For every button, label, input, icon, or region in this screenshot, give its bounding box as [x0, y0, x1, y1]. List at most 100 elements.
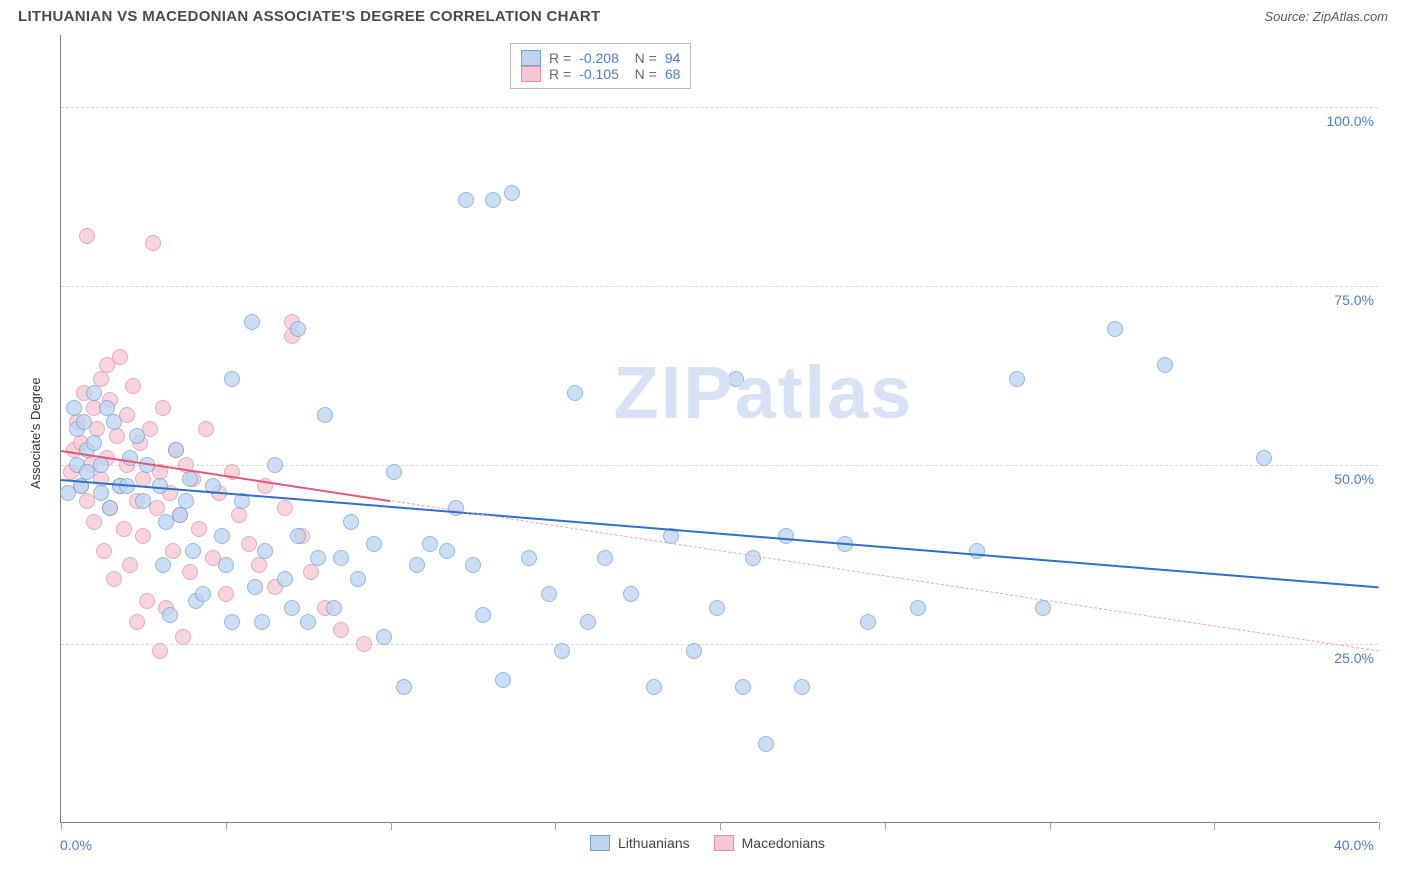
legend-swatch	[521, 66, 541, 82]
data-point	[475, 607, 491, 623]
gridline	[61, 644, 1378, 645]
data-point	[623, 586, 639, 602]
legend-swatch	[714, 835, 734, 851]
data-point	[504, 185, 520, 201]
data-point	[129, 428, 145, 444]
data-point	[422, 536, 438, 552]
data-point	[66, 400, 82, 416]
data-point	[1157, 357, 1173, 373]
data-point	[172, 507, 188, 523]
data-point	[155, 400, 171, 416]
data-point	[152, 643, 168, 659]
x-tick	[61, 822, 62, 830]
data-point	[376, 629, 392, 645]
data-point	[290, 321, 306, 337]
data-point	[241, 536, 257, 552]
y-tick-label: 75.0%	[1314, 292, 1374, 308]
gridline	[61, 286, 1378, 287]
data-point	[224, 371, 240, 387]
data-point	[86, 514, 102, 530]
data-point	[333, 622, 349, 638]
data-point	[155, 557, 171, 573]
data-point	[465, 557, 481, 573]
legend-n-value: 68	[665, 66, 681, 82]
data-point	[333, 550, 349, 566]
data-point	[910, 600, 926, 616]
x-tick	[1214, 822, 1215, 830]
x-tick	[1379, 822, 1380, 830]
legend-series-name: Lithuanians	[618, 835, 690, 851]
data-point	[597, 550, 613, 566]
data-point	[794, 679, 810, 695]
data-point	[214, 528, 230, 544]
data-point	[168, 442, 184, 458]
data-point	[106, 414, 122, 430]
data-point	[409, 557, 425, 573]
data-point	[396, 679, 412, 695]
data-point	[96, 543, 112, 559]
data-point	[356, 636, 372, 652]
data-point	[93, 457, 109, 473]
data-point	[247, 579, 263, 595]
data-point	[458, 192, 474, 208]
data-point	[251, 557, 267, 573]
data-point	[267, 457, 283, 473]
data-point	[646, 679, 662, 695]
legend-n-value: 94	[665, 50, 681, 66]
data-point	[541, 586, 557, 602]
data-point	[244, 314, 260, 330]
data-point	[521, 550, 537, 566]
data-point	[106, 571, 122, 587]
gridline	[61, 107, 1378, 108]
legend-row: R = -0.105 N = 68	[521, 66, 680, 82]
data-point	[116, 521, 132, 537]
data-point	[1009, 371, 1025, 387]
data-point	[129, 614, 145, 630]
gridline	[61, 465, 1378, 466]
data-point	[218, 586, 234, 602]
legend-row: R = -0.208 N = 94	[521, 50, 680, 66]
data-point	[439, 543, 455, 559]
legend-item: Lithuanians	[590, 835, 690, 851]
data-point	[284, 600, 300, 616]
data-point	[257, 543, 273, 559]
y-tick-label: 100.0%	[1314, 113, 1374, 129]
data-point	[93, 485, 109, 501]
data-point	[709, 600, 725, 616]
data-point	[182, 564, 198, 580]
data-point	[86, 435, 102, 451]
data-point	[139, 593, 155, 609]
x-tick	[1050, 822, 1051, 830]
data-point	[76, 414, 92, 430]
data-point	[745, 550, 761, 566]
data-point	[122, 557, 138, 573]
data-point	[485, 192, 501, 208]
data-point	[300, 614, 316, 630]
data-point	[1107, 321, 1123, 337]
data-point	[224, 614, 240, 630]
x-tick-label: 0.0%	[60, 837, 92, 853]
y-tick-label: 50.0%	[1314, 471, 1374, 487]
data-point	[182, 471, 198, 487]
data-point	[386, 464, 402, 480]
data-point	[343, 514, 359, 530]
data-point	[178, 493, 194, 509]
data-point	[198, 421, 214, 437]
legend-r-value: -0.105	[579, 66, 619, 82]
legend-series-name: Macedonians	[742, 835, 825, 851]
data-point	[350, 571, 366, 587]
data-point	[317, 407, 333, 423]
data-point	[778, 528, 794, 544]
data-point	[554, 643, 570, 659]
source-label: Source: ZipAtlas.com	[1264, 9, 1388, 24]
data-point	[185, 543, 201, 559]
data-point	[162, 607, 178, 623]
legend-swatch	[590, 835, 610, 851]
x-tick	[555, 822, 556, 830]
x-tick	[226, 822, 227, 830]
data-point	[290, 528, 306, 544]
data-point	[860, 614, 876, 630]
x-tick-label: 40.0%	[1334, 837, 1374, 853]
data-point	[326, 600, 342, 616]
data-point	[125, 378, 141, 394]
